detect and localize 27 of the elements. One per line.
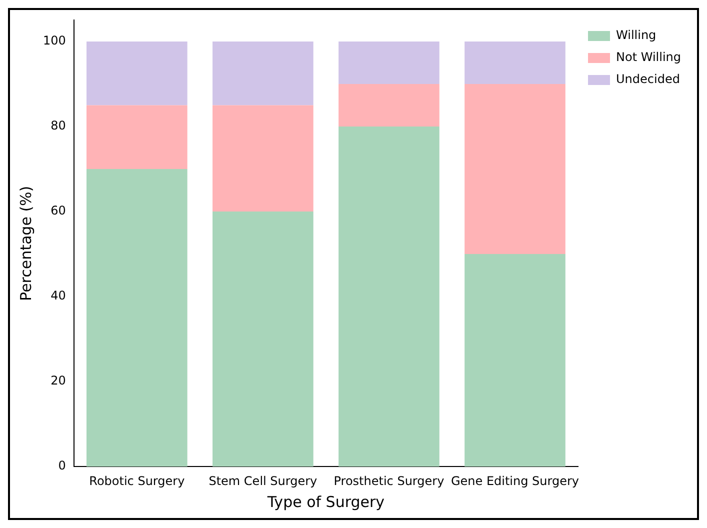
y-tick-label: 100 bbox=[43, 34, 66, 48]
legend-label: Undecided bbox=[616, 72, 680, 86]
bar bbox=[464, 41, 566, 84]
bar bbox=[464, 254, 566, 467]
x-tick-label: Gene Editing Surgery bbox=[450, 474, 580, 488]
x-tick-label: Stem Cell Surgery bbox=[208, 474, 318, 488]
bar bbox=[464, 84, 566, 254]
bar bbox=[212, 41, 314, 106]
bar bbox=[338, 84, 440, 126]
bar bbox=[212, 212, 314, 467]
bar bbox=[212, 105, 314, 212]
bar bbox=[86, 41, 188, 106]
y-tick-label: 80 bbox=[50, 118, 66, 133]
y-tick-label: 0 bbox=[58, 458, 66, 473]
y-tick-label: 60 bbox=[50, 204, 66, 218]
bar bbox=[86, 105, 188, 169]
y-axis-title: Percentage (%) bbox=[16, 186, 35, 301]
y-tick-label: 20 bbox=[50, 374, 66, 388]
legend-label: Not Willing bbox=[616, 50, 681, 64]
bar bbox=[86, 169, 188, 467]
x-tick-label: Robotic Surgery bbox=[89, 474, 185, 488]
bar bbox=[338, 41, 440, 84]
y-tick-label: 40 bbox=[50, 288, 66, 303]
x-axis-title: Type of Surgery bbox=[266, 492, 385, 511]
x-tick-label: Prosthetic Surgery bbox=[334, 474, 444, 488]
legend-label: Willing bbox=[616, 28, 656, 42]
bar bbox=[338, 126, 440, 467]
